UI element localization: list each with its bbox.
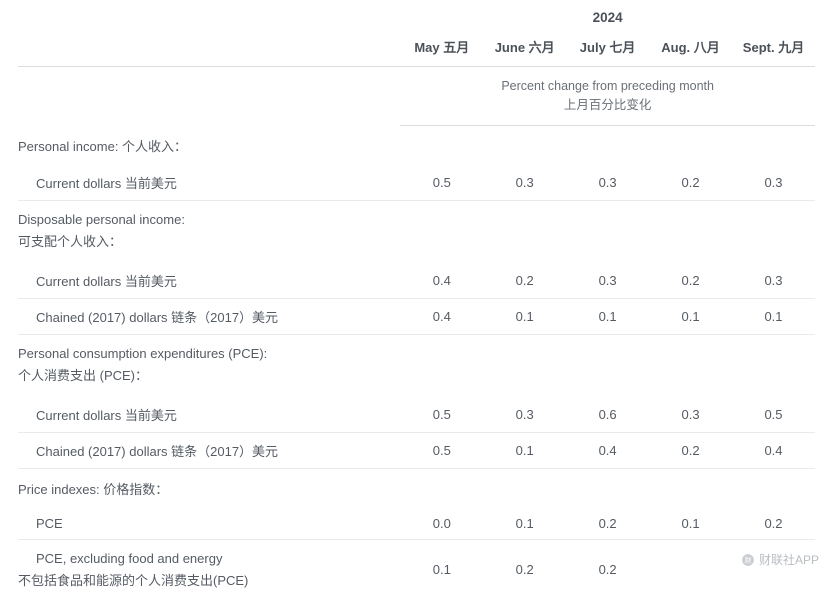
cell-value: 0.4 <box>566 432 649 468</box>
section-header-row: Personal income: 个人收入： <box>18 125 815 165</box>
cell-value: 0.3 <box>649 397 732 433</box>
cell-value: 0.5 <box>400 397 483 433</box>
cell-value: 0.5 <box>400 165 483 201</box>
cell-value: 0.1 <box>483 298 566 334</box>
stub-empty-2 <box>18 67 400 126</box>
section-header-row: Personal consumption expenditures (PCE):… <box>18 334 815 397</box>
cell-value: 0.3 <box>483 397 566 433</box>
cell-value: 0.4 <box>400 298 483 334</box>
cell-value: 0.1 <box>566 298 649 334</box>
months-row: May 五月 June 六月 July 七月 Aug. 八月 Sept. 九月 <box>18 31 815 67</box>
row-label: Current dollars 当前美元 <box>18 263 400 299</box>
cell-value: 0.0 <box>400 508 483 540</box>
subheader-line1: Percent change from preceding month <box>400 77 815 96</box>
cell-value: 0.3 <box>566 165 649 201</box>
table-row: Chained (2017) dollars 链条（2017）美元0.50.10… <box>18 432 815 468</box>
table-row: PCE, excluding food and energy不包括食品和能源的个… <box>18 539 815 600</box>
section-header-row: Disposable personal income:可支配个人收入： <box>18 200 815 263</box>
year-row: 2024 <box>18 10 815 31</box>
row-label: Chained (2017) dollars 链条（2017）美元 <box>18 432 400 468</box>
subheader-line2: 上月百分比变化 <box>400 96 815 115</box>
stub-border <box>18 31 400 67</box>
data-table: 2024 May 五月 June 六月 July 七月 Aug. 八月 Sept… <box>18 10 815 600</box>
col-month-4: Sept. 九月 <box>732 31 815 67</box>
section-header-row: Price indexes: 价格指数： <box>18 468 815 508</box>
col-month-3: Aug. 八月 <box>649 31 732 67</box>
cell-value: 0.2 <box>483 263 566 299</box>
table-row: Chained (2017) dollars 链条（2017）美元0.40.10… <box>18 298 815 334</box>
cell-value: 0.4 <box>400 263 483 299</box>
watermark-text: 财联社APP <box>759 551 819 568</box>
cell-value: 0.1 <box>483 508 566 540</box>
col-month-1: June 六月 <box>483 31 566 67</box>
cell-value: 0.4 <box>732 432 815 468</box>
cell-value: 0.2 <box>566 508 649 540</box>
cell-value: 0.2 <box>483 539 566 600</box>
table-row: PCE0.00.10.20.10.2 <box>18 508 815 540</box>
table-body: Personal income: 个人收入：Current dollars 当前… <box>18 125 815 600</box>
row-label: Chained (2017) dollars 链条（2017）美元 <box>18 298 400 334</box>
cell-value: 0.3 <box>566 263 649 299</box>
table-head: 2024 May 五月 June 六月 July 七月 Aug. 八月 Sept… <box>18 10 815 125</box>
row-label: PCE <box>18 508 400 540</box>
col-month-0: May 五月 <box>400 31 483 67</box>
cell-value: 0.3 <box>732 165 815 201</box>
section-label: Disposable personal income:可支配个人收入： <box>18 200 815 263</box>
cell-value: 0.2 <box>649 263 732 299</box>
cell-value: 0.1 <box>400 539 483 600</box>
cell-value: 0.2 <box>732 508 815 540</box>
row-label: Current dollars 当前美元 <box>18 397 400 433</box>
cell-value: 0.5 <box>400 432 483 468</box>
cell-value: 0.2 <box>566 539 649 600</box>
watermark: 财 财联社APP <box>741 551 819 568</box>
cell-value <box>649 539 732 600</box>
cell-value: 0.6 <box>566 397 649 433</box>
cell-value: 0.1 <box>732 298 815 334</box>
row-label: Current dollars 当前美元 <box>18 165 400 201</box>
subheader-row: Percent change from preceding month 上月百分… <box>18 67 815 126</box>
watermark-icon: 财 <box>741 553 755 567</box>
subheader-cell: Percent change from preceding month 上月百分… <box>400 67 815 126</box>
cell-value: 0.3 <box>483 165 566 201</box>
cell-value: 0.5 <box>732 397 815 433</box>
cell-value: 0.2 <box>649 432 732 468</box>
section-label: Price indexes: 价格指数： <box>18 468 815 508</box>
cell-value: 0.3 <box>732 263 815 299</box>
year-header: 2024 <box>400 10 815 31</box>
row-label: PCE, excluding food and energy不包括食品和能源的个… <box>18 539 400 600</box>
table-container: 2024 May 五月 June 六月 July 七月 Aug. 八月 Sept… <box>0 0 833 600</box>
cell-value: 0.1 <box>649 508 732 540</box>
table-row: Current dollars 当前美元0.50.30.30.20.3 <box>18 165 815 201</box>
cell-value: 0.2 <box>649 165 732 201</box>
cell-value: 0.1 <box>649 298 732 334</box>
section-label: Personal consumption expenditures (PCE):… <box>18 334 815 397</box>
cell-value <box>732 539 815 600</box>
section-label: Personal income: 个人收入： <box>18 125 815 165</box>
col-month-2: July 七月 <box>566 31 649 67</box>
table-row: Current dollars 当前美元0.40.20.30.20.3 <box>18 263 815 299</box>
cell-value: 0.1 <box>483 432 566 468</box>
stub-empty <box>18 10 400 31</box>
table-row: Current dollars 当前美元0.50.30.60.30.5 <box>18 397 815 433</box>
